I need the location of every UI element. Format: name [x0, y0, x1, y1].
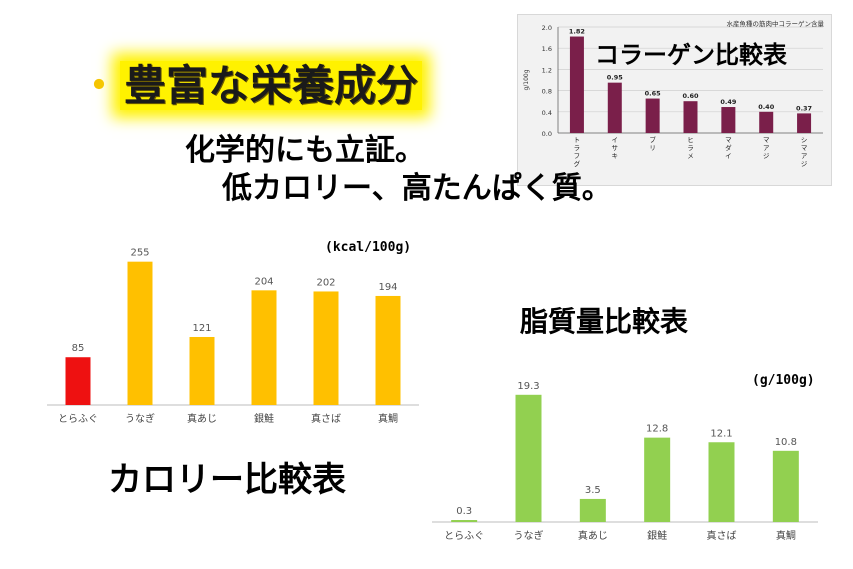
collagen-category-label: ブリ	[649, 135, 656, 152]
collagen-y-tick: 0.0	[542, 130, 552, 138]
collagen-value-label: 0.60	[682, 92, 699, 100]
collagen-category-label: マダイ	[725, 136, 732, 160]
fat-category-label: 真鯛	[776, 529, 796, 542]
fat-chart-title: 脂質量比較表	[520, 305, 689, 338]
collagen-category-label: マアジ	[763, 136, 770, 160]
collagen-bar	[683, 101, 698, 133]
collagen-bar	[797, 113, 812, 133]
collagen-category-label: イサキ	[612, 136, 619, 160]
fat-bar	[451, 520, 478, 522]
fat-value-label: 19.3	[517, 381, 539, 392]
calorie-value-label: 255	[130, 248, 149, 259]
calorie-bar	[375, 295, 401, 405]
fat-bar	[708, 442, 735, 522]
collagen-chart: 0.0 0.4 0.8 1.2 1.6 2.0 g/100g 水産魚種の筋肉中コラーゲン含量 1…	[523, 19, 825, 168]
collagen-value-label: 0.49	[720, 98, 737, 106]
calorie-value-label: 121	[192, 323, 211, 334]
fat-value-label: 12.8	[646, 424, 668, 435]
fat-bar	[515, 394, 542, 522]
fat-bar	[644, 437, 671, 522]
collagen-y-tick: 0.4	[542, 109, 552, 117]
calorie-value-label: 85	[72, 343, 85, 354]
calorie-category-label: 真鯛	[378, 412, 398, 425]
fat-bar	[579, 498, 606, 522]
calorie-bar	[251, 290, 277, 405]
collagen-y-tick: 1.2	[542, 66, 552, 74]
calorie-category-label: うなぎ	[125, 412, 155, 425]
fat-value-label: 10.8	[775, 437, 797, 448]
fat-category-label: 真あじ	[578, 529, 608, 542]
calorie-category-label: 真さば	[311, 412, 341, 425]
collagen-value-label: 0.37	[796, 104, 812, 112]
calorie-bar	[189, 336, 215, 405]
collagen-bar	[645, 98, 660, 133]
collagen-y-tick: 1.6	[542, 45, 552, 53]
calorie-value-label: 202	[316, 277, 335, 288]
subtitle-line-2: 低カロリー、高たんぱく質。	[222, 171, 612, 206]
headline: ・豊富な栄養成分	[78, 61, 423, 110]
collagen-bar	[569, 36, 584, 133]
calorie-category-label: とらふぐ	[58, 413, 98, 425]
collagen-y-tick: 0.8	[542, 88, 552, 96]
calorie-bar	[313, 291, 339, 405]
collagen-category-label: トラフグ	[574, 136, 581, 168]
calorie-bar	[127, 261, 153, 405]
calorie-category-label: 真あじ	[187, 412, 217, 425]
collagen-value-label: 0.95	[607, 74, 624, 82]
fat-category-label: 銀鮭	[647, 529, 667, 542]
collagen-chart-title: コラーゲン比較表	[595, 40, 787, 69]
collagen-value-label: 0.65	[645, 90, 662, 98]
calorie-bar	[65, 357, 91, 405]
fat-category-label: うなぎ	[514, 529, 544, 542]
fat-bar	[772, 450, 799, 522]
fat-value-label: 12.1	[710, 428, 732, 439]
fat-category-label: 真さば	[707, 529, 737, 542]
subtitle-line-1: 化学的にも立証。	[185, 133, 425, 168]
collagen-chart-caption: 水産魚種の筋肉中コラーゲン含量	[727, 19, 825, 28]
calorie-unit-label: (kcal/100g)	[325, 240, 412, 255]
headline-text: 豊富な栄養成分	[120, 61, 423, 110]
collagen-value-label: 1.82	[569, 28, 585, 36]
calorie-chart: 85 とらふぐ 255 うなぎ 121 真あじ 204 銀鮭 202 真さば 194 真鯛	[47, 248, 419, 425]
collagen-category-label: ヒラメ	[687, 136, 694, 160]
collagen-chart-panel: 0.0 0.4 0.8 1.2 1.6 2.0 g/100g 水産魚種の筋肉中コラーゲン含量 1…	[517, 14, 832, 186]
collagen-bar	[607, 82, 622, 133]
calorie-chart-title: カロリー比較表	[108, 460, 346, 500]
collagen-y-axis-label: g/100g	[523, 69, 530, 90]
collagen-bar	[759, 111, 774, 133]
calorie-category-label: 銀鮭	[254, 412, 274, 425]
collagen-category-label: シマアジ	[801, 136, 808, 168]
collagen-bar	[721, 107, 736, 133]
fat-category-label: とらふぐ	[444, 530, 484, 542]
collagen-y-tick: 2.0	[542, 24, 552, 32]
fat-unit-label: (g/100g)	[752, 373, 815, 388]
calorie-value-label: 204	[254, 276, 273, 287]
fat-value-label: 0.3	[456, 506, 472, 517]
fat-value-label: 3.5	[585, 485, 601, 496]
collagen-value-label: 0.40	[758, 103, 775, 111]
calorie-value-label: 194	[378, 282, 397, 293]
headline-bullet: ・	[78, 61, 121, 110]
